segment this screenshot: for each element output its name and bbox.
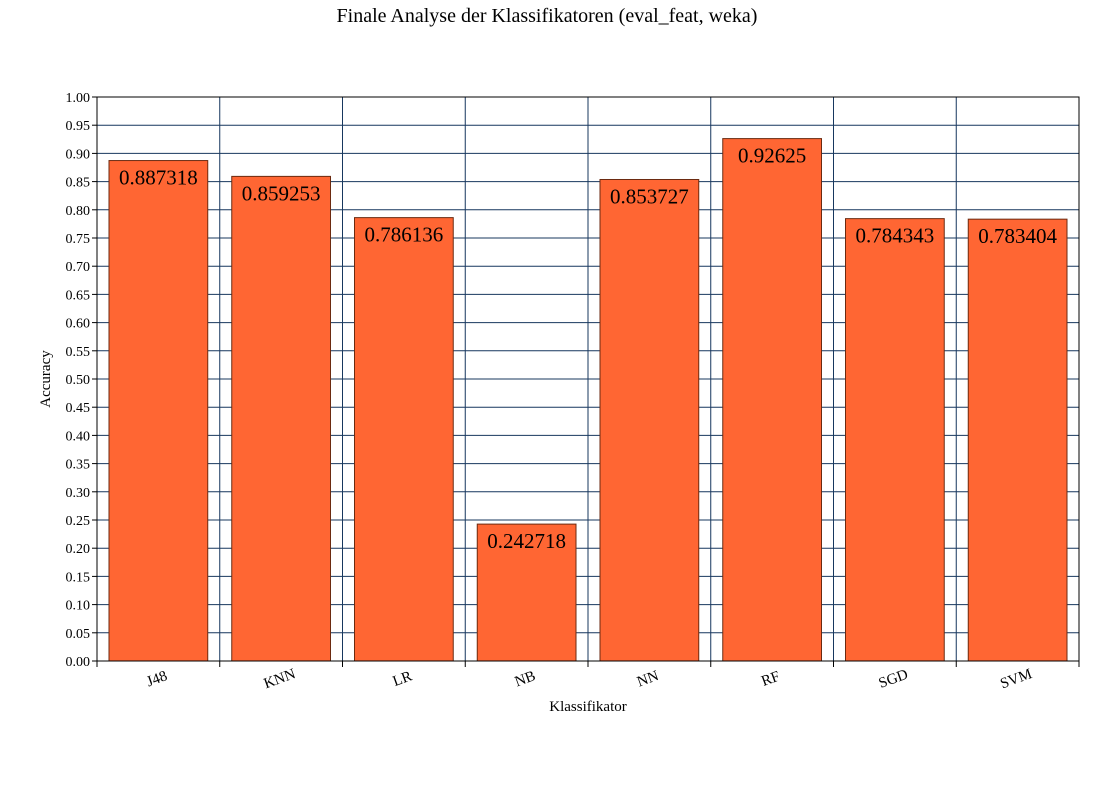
data-label-nb: 0.242718 [487, 529, 566, 553]
y-tick-label: 0.10 [66, 599, 91, 614]
y-tick-label: 0.75 [66, 232, 91, 247]
x-axis: J48 KNN LR NB NN RF SGD SVM [96, 661, 1080, 692]
y-tick-label: 0.40 [66, 429, 91, 444]
bar-lr [354, 217, 454, 662]
bar-j48 [108, 160, 209, 662]
x-tick-label-rf: RF [759, 669, 782, 690]
y-tick-label: 0.55 [66, 345, 91, 360]
y-tick-label: 0.95 [66, 119, 91, 134]
y-tick-label: 0.20 [66, 542, 91, 557]
x-tick-label-knn: KNN [262, 666, 298, 692]
x-tick-label-nb: NB [513, 668, 538, 690]
data-label-nn: 0.853727 [610, 184, 689, 208]
x-axis-title: Klassifikator [549, 699, 626, 715]
bar-svm [967, 218, 1068, 662]
y-tick-label: 0.70 [66, 260, 91, 275]
y-tick-label: 0.25 [66, 514, 91, 529]
y-axis: 0.00 0.05 0.10 0.15 0.20 0.25 0.30 0.35 0.40 0.45… [66, 91, 97, 670]
data-label-lr: 0.786136 [365, 223, 444, 247]
data-label-sgd: 0.784343 [856, 224, 935, 248]
y-tick-label: 0.15 [66, 570, 91, 585]
y-axis-title: Accuracy [38, 350, 54, 408]
y-tick-label: 0.65 [66, 288, 91, 303]
y-tick-label: 0.80 [66, 204, 91, 219]
y-tick-label: 0.05 [66, 627, 91, 642]
bar-nn [599, 178, 700, 662]
y-tick-label: 0.00 [66, 655, 91, 670]
x-tick-label-lr: LR [391, 668, 414, 690]
bar-rf [722, 138, 822, 662]
y-tick-label: 0.85 [66, 176, 91, 191]
y-tick-label: 0.60 [66, 317, 91, 332]
chart-title: Finale Analyse der Klassifikatoren (eval… [337, 5, 758, 27]
y-tick-label: 0.35 [66, 458, 91, 473]
data-labels: 0.887318 0.859253 0.786136 0.242718 0.853727… [119, 144, 1058, 554]
bars [108, 138, 1068, 662]
y-tick-label: 0.30 [66, 486, 91, 501]
y-tick-label: 0.90 [66, 147, 91, 162]
bar-sgd [845, 218, 945, 662]
x-tick-label-svm: SVM [998, 666, 1034, 692]
bar-knn [231, 175, 331, 662]
data-label-j48: 0.887318 [119, 166, 198, 190]
y-tick-label: 0.50 [66, 373, 91, 388]
x-tick-label-nn: NN [635, 668, 661, 691]
y-tick-label: 1.00 [66, 91, 91, 106]
data-label-rf: 0.92625 [738, 144, 806, 168]
x-tick-label-j48: J48 [144, 668, 169, 690]
data-label-knn: 0.859253 [242, 181, 321, 205]
bar-nb [476, 523, 577, 662]
x-tick-label-sgd: SGD [877, 667, 911, 692]
y-tick-label: 0.45 [66, 401, 91, 416]
data-label-svm: 0.783404 [978, 224, 1057, 248]
